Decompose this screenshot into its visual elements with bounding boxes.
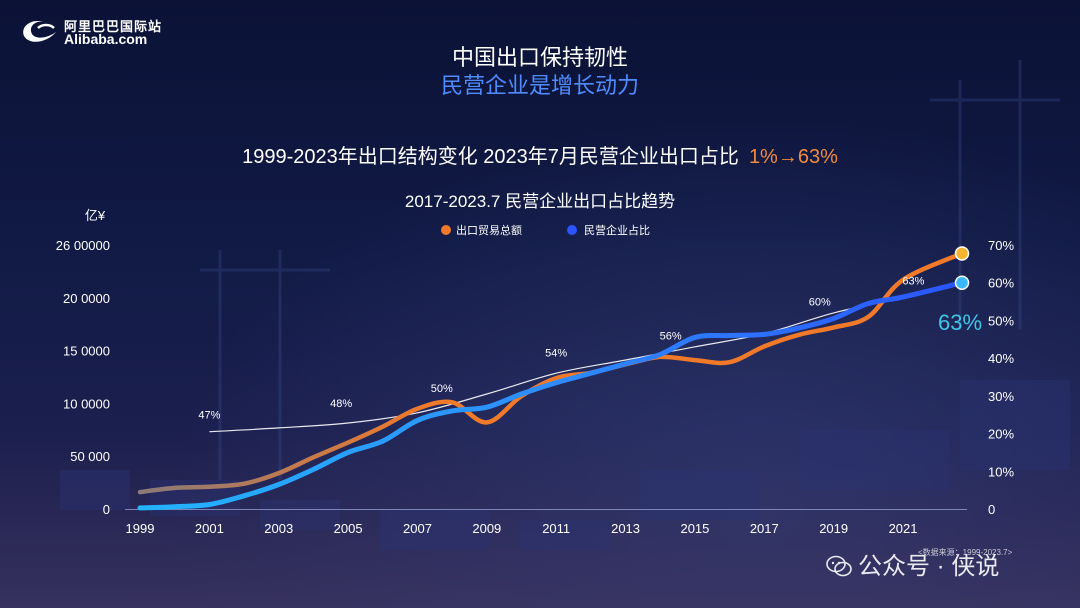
- y-left-unit-label: 亿¥: [85, 208, 106, 223]
- x-tick-label: 1999: [126, 521, 155, 536]
- legend-marker-export-total: [441, 225, 451, 235]
- end-marker-export-total: [954, 246, 970, 261]
- series-trend-line: [209, 297, 904, 433]
- y-right-tick-label: 0: [988, 502, 995, 517]
- y-left-tick-label: 10 0000: [63, 396, 110, 411]
- legend-label-private-share: 民营企业占比: [584, 223, 650, 237]
- data-label: 47%: [198, 409, 220, 421]
- alibaba-logo: 阿里巴巴国际站 Alibaba.com: [18, 14, 168, 48]
- y-right-tick-label: 20%: [988, 427, 1014, 442]
- wechat-icon: [826, 555, 852, 577]
- alibaba-logo-icon: [23, 20, 56, 42]
- structure-heading: 1999-2023年出口结构变化 2023年7月民营企业出口占比 1%→63%: [0, 140, 1080, 169]
- x-tick-label: 2007: [403, 521, 432, 536]
- data-label: 54%: [545, 347, 567, 359]
- legend-label-export-total: 出口贸易总额: [456, 223, 522, 237]
- data-label: 56%: [660, 330, 682, 342]
- y-right-tick-label: 40%: [988, 351, 1014, 366]
- logo-en-text: Alibaba.com: [64, 31, 148, 47]
- x-tick-label: 2011: [542, 521, 570, 536]
- watermark: 公众号 · 侠说: [826, 546, 999, 581]
- x-tick-label: 2001: [195, 521, 224, 536]
- data-label: 48%: [330, 398, 352, 410]
- x-tick-label: 2013: [611, 521, 640, 536]
- structure-heading-highlight: 1%→63%: [748, 146, 838, 168]
- share-callout: 63%: [938, 310, 982, 335]
- watermark-text: 公众号 · 侠说: [858, 553, 1000, 580]
- x-tick-label: 2019: [819, 521, 848, 536]
- x-tick-label: 2021: [889, 521, 918, 536]
- data-label: 63%: [902, 276, 924, 288]
- y-right-tick-label: 10%: [988, 464, 1014, 479]
- data-label: 50%: [431, 383, 453, 395]
- y-left-tick-label: 50 000: [70, 449, 110, 464]
- x-tick-label: 2017: [750, 521, 779, 536]
- end-marker-private-share: [954, 275, 970, 290]
- source-note: <数据来源：1999-2023.7>: [918, 548, 1013, 557]
- y-left-tick-label: 15 0000: [63, 344, 110, 359]
- y-left-tick-label: 20 0000: [63, 291, 110, 306]
- main-subtitle: 民营企业是增长动力: [440, 73, 639, 98]
- y-right-tick-label: 30%: [988, 389, 1014, 404]
- x-tick-label: 2009: [472, 521, 501, 536]
- logo-cn-text: 阿里巴巴国际站: [64, 19, 163, 34]
- y-left-tick-label: 26 00000: [56, 238, 110, 253]
- y-right-tick-label: 60%: [988, 276, 1014, 291]
- y-left-tick-label: 0: [103, 502, 110, 517]
- main-title: 中国出口保持韧性: [451, 45, 628, 70]
- x-tick-label: 2005: [334, 521, 363, 536]
- series-line-export-total: [137, 251, 965, 495]
- x-tick-label: 2015: [680, 521, 709, 536]
- y-right-tick-label: 50%: [988, 313, 1014, 328]
- structure-heading-text: 1999-2023年出口结构变化 2023年7月民营企业出口占比: [242, 146, 739, 168]
- chart-title: 2017-2023.7 民营企业出口占比趋势: [404, 192, 676, 211]
- legend-marker-private-share: [567, 225, 577, 235]
- series-line-private-share: [137, 280, 965, 511]
- x-tick-label: 2003: [264, 521, 293, 536]
- y-right-tick-label: 70%: [988, 238, 1014, 253]
- data-label: 60%: [809, 296, 831, 308]
